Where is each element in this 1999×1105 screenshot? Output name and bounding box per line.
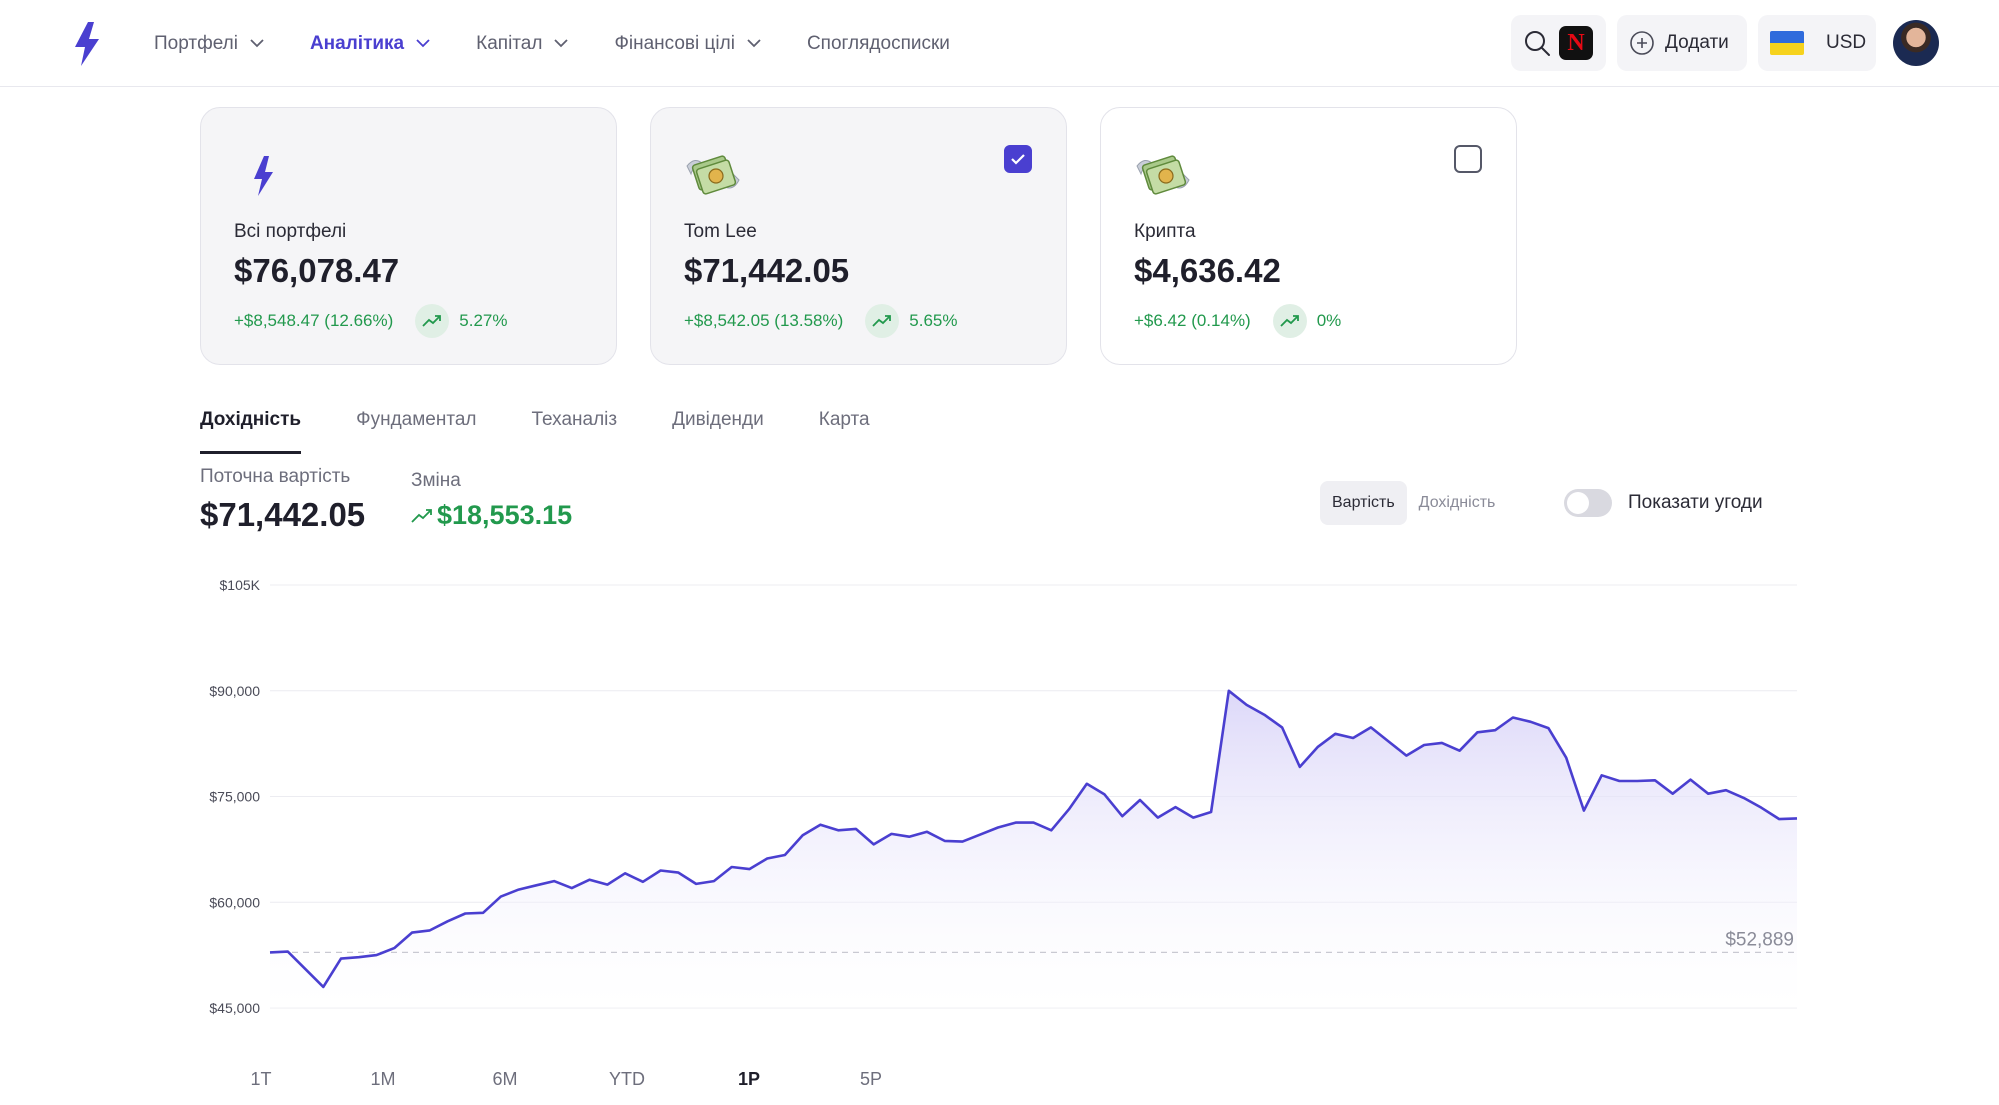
baseline-label: $52,889 bbox=[1725, 929, 1794, 950]
nav-item-label: Споглядосписки bbox=[806, 32, 950, 54]
current-value: $71,442.05 bbox=[200, 496, 366, 533]
y-axis: $105K $90,000 $75,000 $60,000 $45,000 bbox=[209, 577, 260, 1016]
trend-up-icon bbox=[415, 304, 450, 338]
chevron-down-icon bbox=[416, 39, 430, 48]
portfolio-change: +$6.42 (0.14%) 0% bbox=[1134, 304, 1341, 338]
portfolio-value: $71,442.05 bbox=[684, 252, 850, 289]
portfolio-change-amount: +$8,542.05 (13.58%) bbox=[684, 311, 844, 330]
nav-item-analytics[interactable]: Аналітика bbox=[310, 33, 430, 55]
chart-mode-switch: Вартість Дохідність bbox=[1320, 481, 1508, 525]
portfolio-name: Всі портфелі bbox=[234, 221, 347, 242]
tab-returns[interactable]: Дохідність bbox=[200, 398, 302, 454]
portfolio-change-amount: +$6.42 (0.14%) bbox=[1134, 311, 1251, 330]
portfolio-value: $4,636.42 bbox=[1134, 252, 1281, 289]
tab-technical-analysis[interactable]: Теханаліз bbox=[531, 409, 618, 430]
y-tick-label: $45,000 bbox=[209, 1000, 260, 1016]
nav-item-watchlists[interactable]: Споглядосписки bbox=[807, 33, 950, 55]
nav-item-label: Капітал bbox=[476, 32, 543, 54]
range-1y[interactable]: 1Р bbox=[737, 1069, 761, 1089]
change-amount: $18,553.15 bbox=[437, 500, 573, 530]
trend-up-icon bbox=[1272, 304, 1307, 338]
range-1m[interactable]: 1М bbox=[370, 1069, 396, 1089]
nav-item-label: Фінансові цілі bbox=[614, 32, 735, 54]
main-nav: Портфелі Аналітика Капітал Фінансові ціл… bbox=[154, 0, 996, 87]
trend-up-icon bbox=[411, 508, 432, 523]
chevron-down-icon bbox=[747, 39, 761, 48]
portfolio-change-amount: +$8,548.47 (12.66%) bbox=[234, 311, 394, 330]
current-value-label: Поточна вартість bbox=[200, 466, 351, 487]
portfolio-name: Tom Lee bbox=[684, 221, 757, 242]
nav-item-financial-goals[interactable]: Фінансові цілі bbox=[614, 33, 761, 55]
nav-item-label: Портфелі bbox=[154, 32, 238, 54]
tab-fundamental[interactable]: Фундаментал bbox=[356, 409, 477, 430]
portfolio-name: Крипта bbox=[1134, 221, 1196, 242]
series-line bbox=[269, 689, 1798, 989]
avatar[interactable] bbox=[1893, 20, 1939, 66]
show-trades-toggle[interactable] bbox=[1564, 489, 1612, 517]
money-with-wings-icon bbox=[686, 155, 740, 195]
bolt-logo-icon[interactable] bbox=[70, 20, 104, 68]
analytics-tabs: Дохідність Фундаментал Теханаліз Дивіден… bbox=[200, 398, 925, 454]
tab-dividends[interactable]: Дивіденди bbox=[672, 409, 764, 430]
nav-item-capital[interactable]: Капітал bbox=[476, 32, 569, 55]
trend-up-icon bbox=[865, 304, 900, 338]
portfolio-value-chart: $105K $90,000 $75,000 $60,000 $45,000 $52,88… bbox=[209, 577, 1798, 1016]
toggle-knob bbox=[1567, 492, 1589, 514]
chevron-down-icon bbox=[554, 39, 569, 48]
range-1w[interactable]: 1Т bbox=[250, 1069, 272, 1089]
portfolio-checkbox[interactable] bbox=[1004, 145, 1032, 173]
plus-circle-icon bbox=[1630, 31, 1654, 55]
money-with-wings-icon bbox=[1136, 155, 1190, 195]
series-area bbox=[270, 690, 1797, 1008]
change-value: $18,553.15 bbox=[411, 500, 572, 531]
portfolio-change: +$8,548.47 (12.66%) 5.27% bbox=[234, 304, 507, 338]
check-icon bbox=[1011, 154, 1025, 165]
segment-returns[interactable]: Дохідність bbox=[1418, 494, 1496, 511]
y-tick-label: $105K bbox=[220, 577, 261, 593]
time-range-selector: 1Т 1М 6М YTD 1Р 5Р bbox=[200, 1069, 932, 1099]
bolt-icon bbox=[254, 156, 273, 196]
y-tick-label: $90,000 bbox=[209, 683, 260, 699]
currency-label: USD bbox=[1826, 32, 1867, 53]
ukraine-flag-icon bbox=[1770, 31, 1804, 55]
portfolio-checkbox[interactable] bbox=[1454, 145, 1482, 173]
tab-map[interactable]: Карта bbox=[818, 409, 870, 430]
portfolio-trend-percent: 0% bbox=[1316, 311, 1342, 330]
range-6m[interactable]: 6М bbox=[492, 1069, 518, 1089]
y-tick-label: $60,000 bbox=[209, 894, 260, 910]
portfolio-card-all[interactable]: Всі портфелі $76,078.47 +$8,548.47 (12.6… bbox=[200, 107, 617, 365]
portfolio-trend-percent: 5.27% bbox=[459, 311, 508, 330]
show-trades-label: Показати угоди bbox=[1628, 492, 1763, 513]
add-button[interactable]: Додати bbox=[1617, 15, 1747, 71]
nav-item-label: Аналітика bbox=[309, 32, 405, 54]
portfolio-trend-percent: 5.65% bbox=[909, 311, 958, 330]
search-button[interactable]: N bbox=[1511, 15, 1606, 71]
segment-value[interactable]: Вартість bbox=[1320, 481, 1407, 525]
range-5y[interactable]: 5Р bbox=[859, 1069, 883, 1089]
portfolio-value: $76,078.47 bbox=[234, 252, 400, 289]
chevron-down-icon bbox=[250, 39, 264, 48]
top-navigation-bar: Портфелі Аналітика Капітал Фінансові ціл… bbox=[0, 0, 1999, 87]
portfolio-change: +$8,542.05 (13.58%) 5.65% bbox=[684, 304, 957, 338]
portfolio-card-crypto[interactable]: Крипта $4,636.42 +$6.42 (0.14%) 0% bbox=[1100, 107, 1517, 365]
range-ytd[interactable]: YTD bbox=[609, 1069, 645, 1089]
search-icon bbox=[1525, 31, 1550, 56]
portfolio-card-tom-lee[interactable]: Tom Lee $71,442.05 +$8,542.05 (13.58%) 5… bbox=[650, 107, 1067, 365]
currency-selector[interactable]: USD bbox=[1758, 15, 1876, 71]
y-tick-label: $75,000 bbox=[209, 789, 260, 805]
add-button-label: Додати bbox=[1665, 32, 1729, 53]
netflix-logo-icon: N bbox=[1559, 26, 1593, 60]
nav-item-portfolios[interactable]: Портфелі bbox=[154, 33, 264, 55]
change-label: Зміна bbox=[411, 470, 461, 491]
